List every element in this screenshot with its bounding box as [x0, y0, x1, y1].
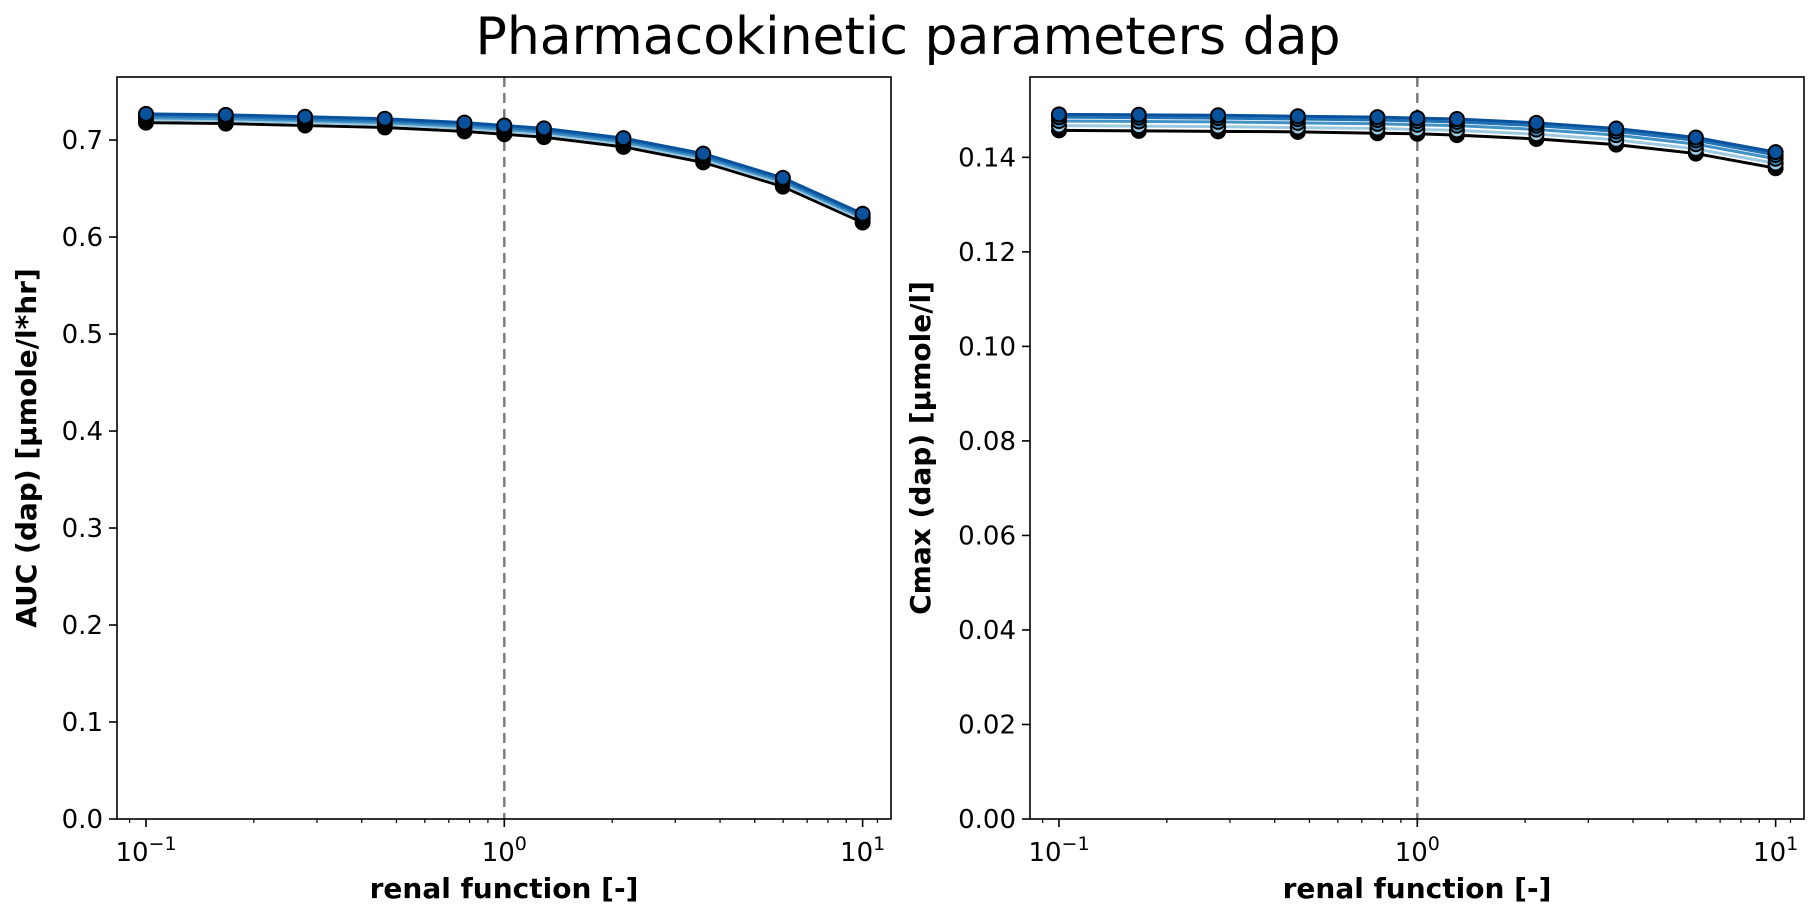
cmax-series-4-point: [1687, 129, 1704, 146]
cmax-series-4-point: [1448, 111, 1465, 128]
cmax-series-4-point: [1210, 107, 1227, 124]
cmax-x-tick-label: 100: [1395, 833, 1440, 868]
auc-y-tick-label: 0.4: [62, 417, 103, 447]
cmax-series-4-point: [1608, 120, 1625, 137]
cmax-series-4-point: [1050, 106, 1067, 123]
cmax-y-tick-label: 0.12: [958, 238, 1016, 268]
cmax-x-axis-label: renal function [-]: [1283, 872, 1552, 905]
cmax-y-tick-label: 0.06: [958, 521, 1016, 551]
auc-y-tick-label: 0.6: [62, 223, 103, 253]
auc-y-tick-label: 0.0: [62, 805, 103, 835]
auc-x-tick-label: 10−1: [115, 833, 176, 868]
auc-series-4-point: [376, 110, 393, 127]
auc-series-4-point: [695, 145, 712, 162]
cmax-y-tick-label: 0.14: [958, 143, 1016, 173]
auc-x-axis-label: renal function [-]: [370, 872, 639, 905]
cmax-series-4-point: [1528, 114, 1545, 131]
auc-series-4-point: [456, 114, 473, 131]
cmax-y-tick-label: 0.10: [958, 332, 1016, 362]
auc-x-tick-label: 101: [840, 833, 885, 868]
auc-series-4-point: [297, 108, 314, 125]
auc-series-4-point: [535, 120, 552, 137]
auc-series-4-point: [496, 117, 513, 134]
cmax-y-tick-label: 0.00: [958, 805, 1016, 835]
auc-y-tick-label: 0.2: [62, 611, 103, 641]
cmax-series-4-point: [1409, 110, 1426, 127]
auc-panel: 0.0 0.1 0.2 0.3 0.4 0.5 0.6 0.7 10−1 100 101 renal …: [10, 76, 892, 905]
cmax-panel: 0.00 0.02 0.04 0.06 0.08 0.10 0.12 0.14 10−1 100 1…: [904, 76, 1805, 905]
cmax-x-tick-label: 10−1: [1028, 833, 1089, 868]
cmax-y-tick-label: 0.08: [958, 427, 1016, 457]
cmax-x-tick-label: 101: [1753, 833, 1798, 868]
auc-series-4-point: [774, 169, 791, 186]
cmax-series-4-point: [1130, 106, 1147, 123]
cmax-y-tick-label: 0.04: [958, 616, 1016, 646]
cmax-series-4-point: [1289, 108, 1306, 125]
auc-y-tick-label: 0.3: [62, 514, 103, 544]
cmax-series-4-point: [1767, 144, 1784, 161]
figure-title: Pharmacokinetic parameters dap: [475, 7, 1340, 67]
auc-y-axis-label: AUC (dap) [µmole/l*hr]: [10, 268, 43, 628]
cmax-y-tick-label: 0.02: [958, 710, 1016, 740]
auc-series-4-point: [137, 105, 154, 122]
auc-series-4-point: [615, 130, 632, 147]
auc-series-4-point: [854, 205, 871, 222]
auc-y-tick-label: 0.7: [62, 126, 103, 156]
auc-series-4-point: [217, 106, 234, 123]
auc-y-tick-label: 0.5: [62, 320, 103, 350]
auc-x-tick-label: 100: [482, 833, 527, 868]
cmax-y-axis-label: Cmax (dap) [µmole/l]: [904, 281, 937, 615]
auc-y-tick-label: 0.1: [62, 708, 103, 738]
cmax-series-4-point: [1369, 109, 1386, 126]
